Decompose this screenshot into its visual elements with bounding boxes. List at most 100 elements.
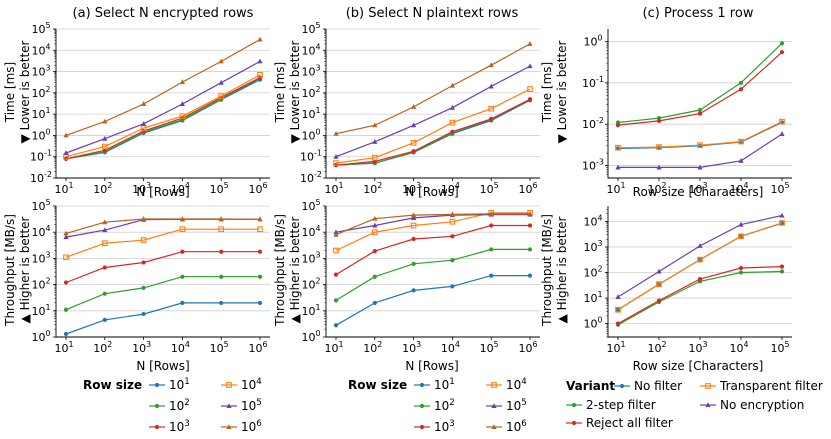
series-line [617,222,783,311]
data-point [738,233,744,240]
data-point [410,139,417,146]
series-10-4 [333,86,533,166]
data-point [738,80,744,85]
series-10-6 [333,41,533,136]
series-line [65,228,260,258]
data-point [179,113,186,120]
data-point [141,285,146,290]
data-point [656,281,662,288]
data-point [779,50,785,55]
ylabel-time-note: ▼ Lower is better [555,40,569,143]
data-point [411,261,416,266]
x-tick-label: 101 [54,340,73,355]
y-tick-label: 101 [301,106,320,121]
x-tick-label: 101 [54,181,73,196]
data-point [257,72,263,78]
data-point [656,164,662,170]
y-tick-label: 101 [583,290,602,305]
legend-item: No encryption [700,398,804,412]
data-point [371,154,378,161]
data-point [102,219,108,225]
ylabel-time-a: Time [ms] ▼ Lower is better [3,40,32,143]
data-point [179,226,186,233]
data-point [333,272,339,277]
plot-c-throughput: 100 101 102 103 104 101 102 103 104 105 [583,206,792,355]
series-10-5 [63,216,263,240]
data-point [179,79,185,85]
data-point [63,234,69,240]
x-tick-label: 102 [363,181,382,196]
series-no-filter [615,120,785,151]
legend-marker [619,383,625,389]
data-point [449,211,455,217]
data-point [779,264,785,269]
data-point [779,212,785,218]
y-tick-label: 102 [31,85,50,100]
series-10-4 [63,226,263,261]
data-point [372,139,378,144]
data-point [449,218,456,225]
data-point [63,254,69,261]
data-point [372,222,378,228]
x-tick-label: 104 [171,340,190,355]
x-tick-label: 103 [688,340,707,355]
ylabel-thr-a: Throughput [MB/s] ▲ Higher is better [3,214,32,327]
y-tick-label: 105 [301,21,320,36]
y-tick-label: 101 [31,106,50,121]
data-point [450,284,455,289]
data-point [488,211,494,216]
x-tick-label: 104 [729,340,748,355]
series-line [65,302,260,335]
legend-label: 101 [169,377,190,392]
data-point [257,274,263,279]
x-tick-label: 102 [93,181,112,196]
series-line [335,98,531,166]
xlabel-c-bottom: Row size [Characters] [633,359,764,373]
series-10-2 [333,247,533,303]
series-10-5 [333,63,533,159]
data-point [218,58,224,64]
data-point [411,236,416,242]
data-point [489,116,494,121]
legend-title: Row size [348,378,407,392]
data-point [179,216,185,221]
legend-variant: Variant No filter Transparent filter 2-step… [566,379,823,430]
series-reject-all-filter [615,50,785,128]
legend-row-size-a: Row size 101 104 102 105 103 106 [83,377,262,434]
legend-item: Transparent filter [700,379,823,393]
data-point [63,280,69,285]
data-point [333,231,339,237]
y-tick-label: 102 [301,85,320,100]
y-tick-label: 102 [31,277,50,292]
data-point [218,79,224,85]
y-tick-label: 10-2 [30,170,52,185]
data-point [615,123,621,128]
ylabel-throughput: Throughput [MB/s] [3,214,17,327]
data-point [371,229,378,236]
data-point [449,82,455,88]
data-point [219,300,224,306]
data-point [527,41,533,46]
data-point [333,130,339,136]
axes-frame [325,29,540,179]
data-point [333,247,339,254]
data-point [102,118,108,124]
x-tick-label: 106 [518,181,537,196]
data-point [779,41,785,46]
ylabel-throughput: Throughput [MB/s] [540,214,554,327]
legend-marker [154,424,160,430]
axes-frame [607,29,792,179]
data-point [372,122,378,128]
series-line [335,214,530,233]
series-transparent-filter [615,118,785,151]
series-line [65,77,261,160]
series-10-5 [63,58,263,155]
data-point [449,119,456,126]
y-tick-label: 104 [301,42,320,57]
series-10-3 [63,249,263,285]
data-point [219,249,224,254]
data-point [180,249,185,254]
ylabel-time: Time [ms] [540,62,554,124]
x-tick-label: 105 [480,340,499,355]
